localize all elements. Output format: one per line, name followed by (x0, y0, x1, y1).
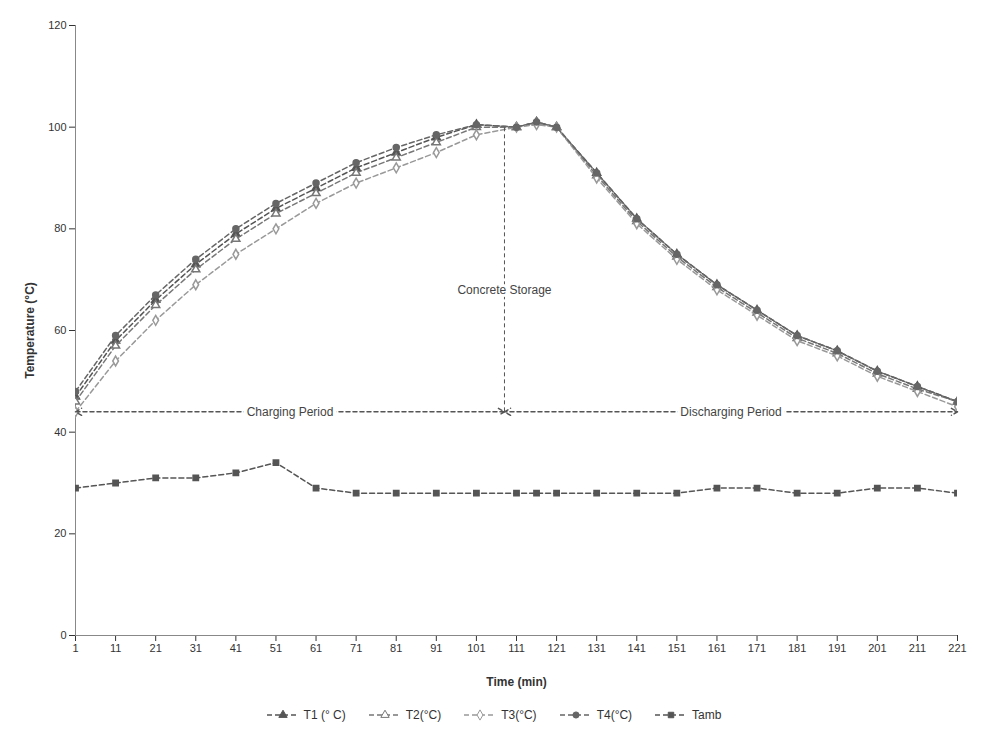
svg-text:151: 151 (668, 642, 686, 654)
svg-text:120: 120 (48, 19, 66, 31)
svg-text:60: 60 (54, 324, 66, 336)
svg-text:61: 61 (310, 642, 322, 654)
svg-text:181: 181 (788, 642, 806, 654)
svg-text:40: 40 (54, 426, 66, 438)
svg-text:221: 221 (948, 642, 966, 654)
svg-text:100: 100 (48, 121, 66, 133)
svg-text:71: 71 (350, 642, 362, 654)
svg-text:161: 161 (708, 642, 726, 654)
svg-text:Discharging Period: Discharging Period (680, 405, 781, 419)
svg-text:21: 21 (150, 642, 162, 654)
html-text:T2(°C): T2(°C) (405, 708, 442, 722)
svg-text:111: 111 (508, 642, 525, 654)
svg-text:121: 121 (547, 642, 565, 654)
svg-text:0: 0 (60, 629, 66, 641)
html-text:T3(°C): T3(°C) (501, 708, 537, 722)
svg-text:191: 191 (828, 642, 846, 654)
svg-text:20: 20 (54, 527, 66, 539)
html-text:T4(°C): T4(°C) (596, 708, 633, 722)
svg-text:Charging Period: Charging Period (247, 405, 334, 419)
svg-text:101: 101 (467, 642, 485, 654)
svg-text:81: 81 (390, 642, 402, 654)
svg-text:1: 1 (72, 642, 78, 654)
svg-text:141: 141 (628, 642, 646, 654)
svg-text:Concrete Storage: Concrete Storage (457, 283, 551, 297)
svg-text:131: 131 (588, 642, 606, 654)
svg-text:11: 11 (110, 642, 121, 654)
svg-text:41: 41 (230, 642, 242, 654)
html-text:T1 (° C): T1 (° C) (303, 708, 346, 722)
svg-text:201: 201 (868, 642, 886, 654)
svg-text:Time (min): Time (min) (486, 675, 546, 689)
svg-text:31: 31 (190, 642, 202, 654)
svg-text:211: 211 (909, 642, 927, 654)
svg-text:51: 51 (270, 642, 282, 654)
html-text:Tamb: Tamb (692, 708, 722, 722)
svg-text:Temperature (°C): Temperature (°C) (23, 282, 37, 379)
svg-text:80: 80 (54, 222, 66, 234)
svg-text:91: 91 (430, 642, 442, 654)
svg-text:171: 171 (748, 642, 766, 654)
